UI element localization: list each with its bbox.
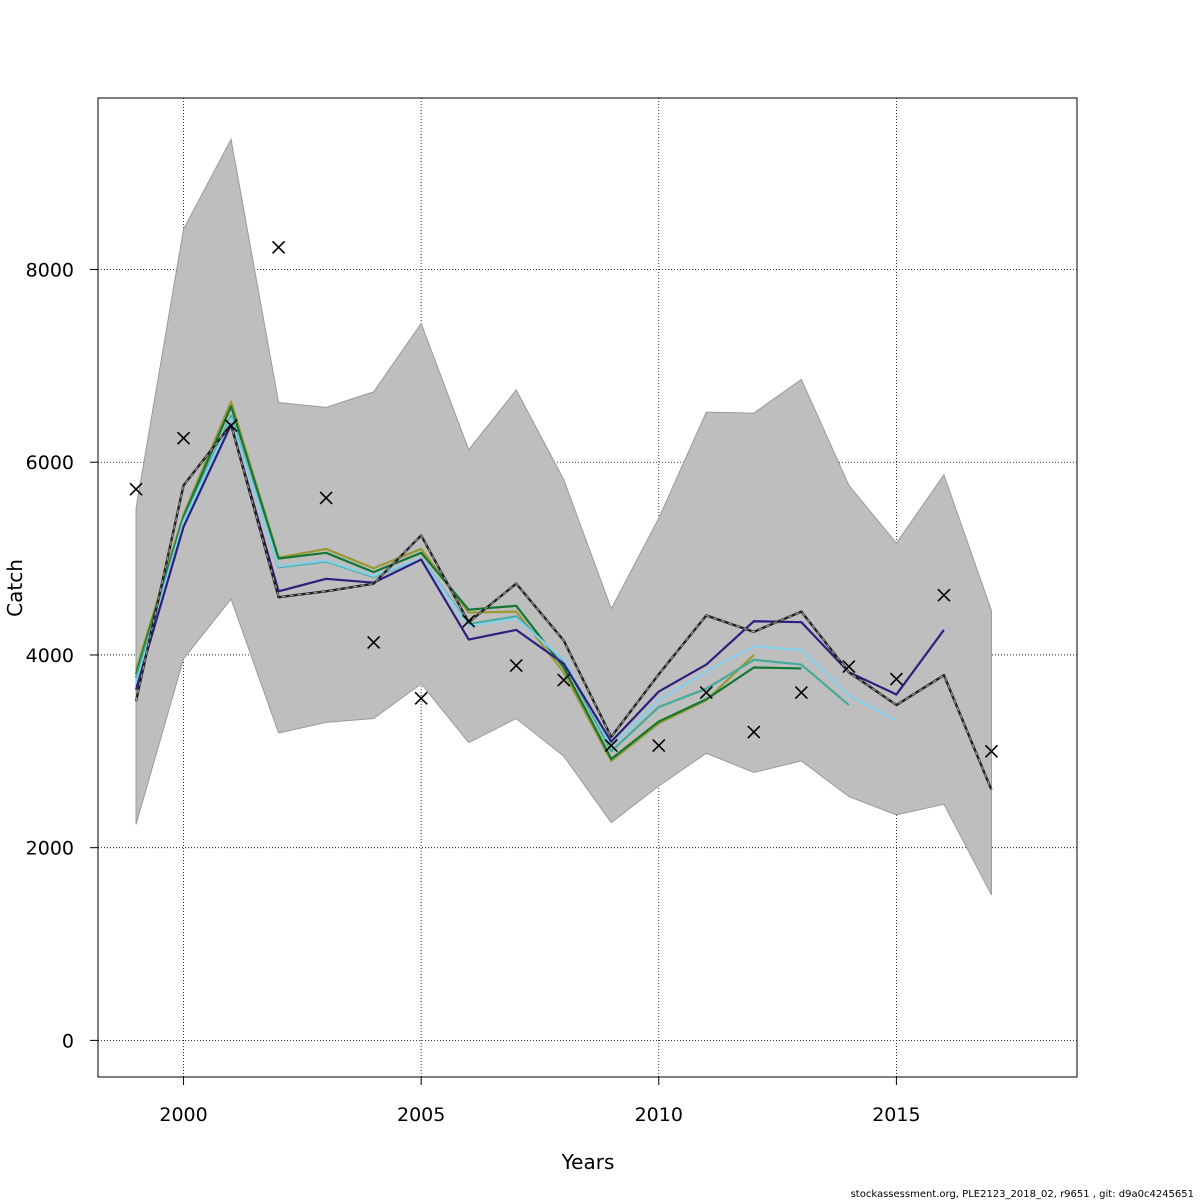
y-axis: 0 2000 4000 6000 8000 — [26, 260, 98, 1052]
x-tick-label: 2005 — [397, 1104, 445, 1126]
y-tick-label: 4000 — [26, 645, 74, 667]
y-tick-label: 8000 — [26, 260, 74, 282]
observed-point — [984, 744, 999, 758]
observed-point — [652, 738, 666, 753]
confidence-band-area — [135, 137, 992, 896]
observed-point — [176, 431, 191, 445]
observed-points — [129, 240, 999, 758]
observed-point — [129, 482, 143, 496]
observed-point — [604, 738, 618, 753]
series-line-4 — [134, 405, 802, 761]
observed-point — [272, 240, 286, 254]
observed-point — [462, 614, 476, 628]
x-axis: 2000 2005 2010 2015 — [159, 1077, 921, 1126]
y-tick-label: 0 — [62, 1030, 74, 1052]
x-axis-title: Years — [561, 1150, 615, 1174]
observed-point — [747, 725, 761, 739]
observed-point — [224, 419, 238, 433]
observed-point — [367, 635, 381, 649]
observed-point — [414, 691, 428, 705]
x-tick-label: 2000 — [159, 1104, 207, 1126]
footer-credit: stockassessment.org, PLE2123_2018_02, r9… — [851, 1189, 1194, 1200]
y-axis-title: Catch — [3, 559, 27, 617]
retrospective-series — [134, 400, 945, 763]
x-tick-label: 2015 — [872, 1104, 920, 1126]
observed-point — [699, 685, 713, 700]
series-line-1 — [134, 423, 945, 743]
estimate-line — [134, 423, 993, 791]
y-tick-label: 6000 — [26, 452, 74, 474]
observed-point — [889, 672, 903, 686]
series-line-2 — [134, 417, 897, 748]
observed-point — [937, 588, 951, 602]
plot-frame — [97, 97, 1078, 1078]
x-tick-label: 2010 — [635, 1104, 683, 1126]
estimate-line-dash — [135, 423, 993, 791]
observed-point — [557, 673, 571, 687]
y-tick-label: 2000 — [26, 838, 74, 860]
observed-point — [319, 491, 333, 505]
observed-point — [842, 659, 856, 674]
observed-point — [509, 658, 523, 673]
confidence-band — [135, 137, 992, 896]
observed-point — [794, 685, 808, 700]
